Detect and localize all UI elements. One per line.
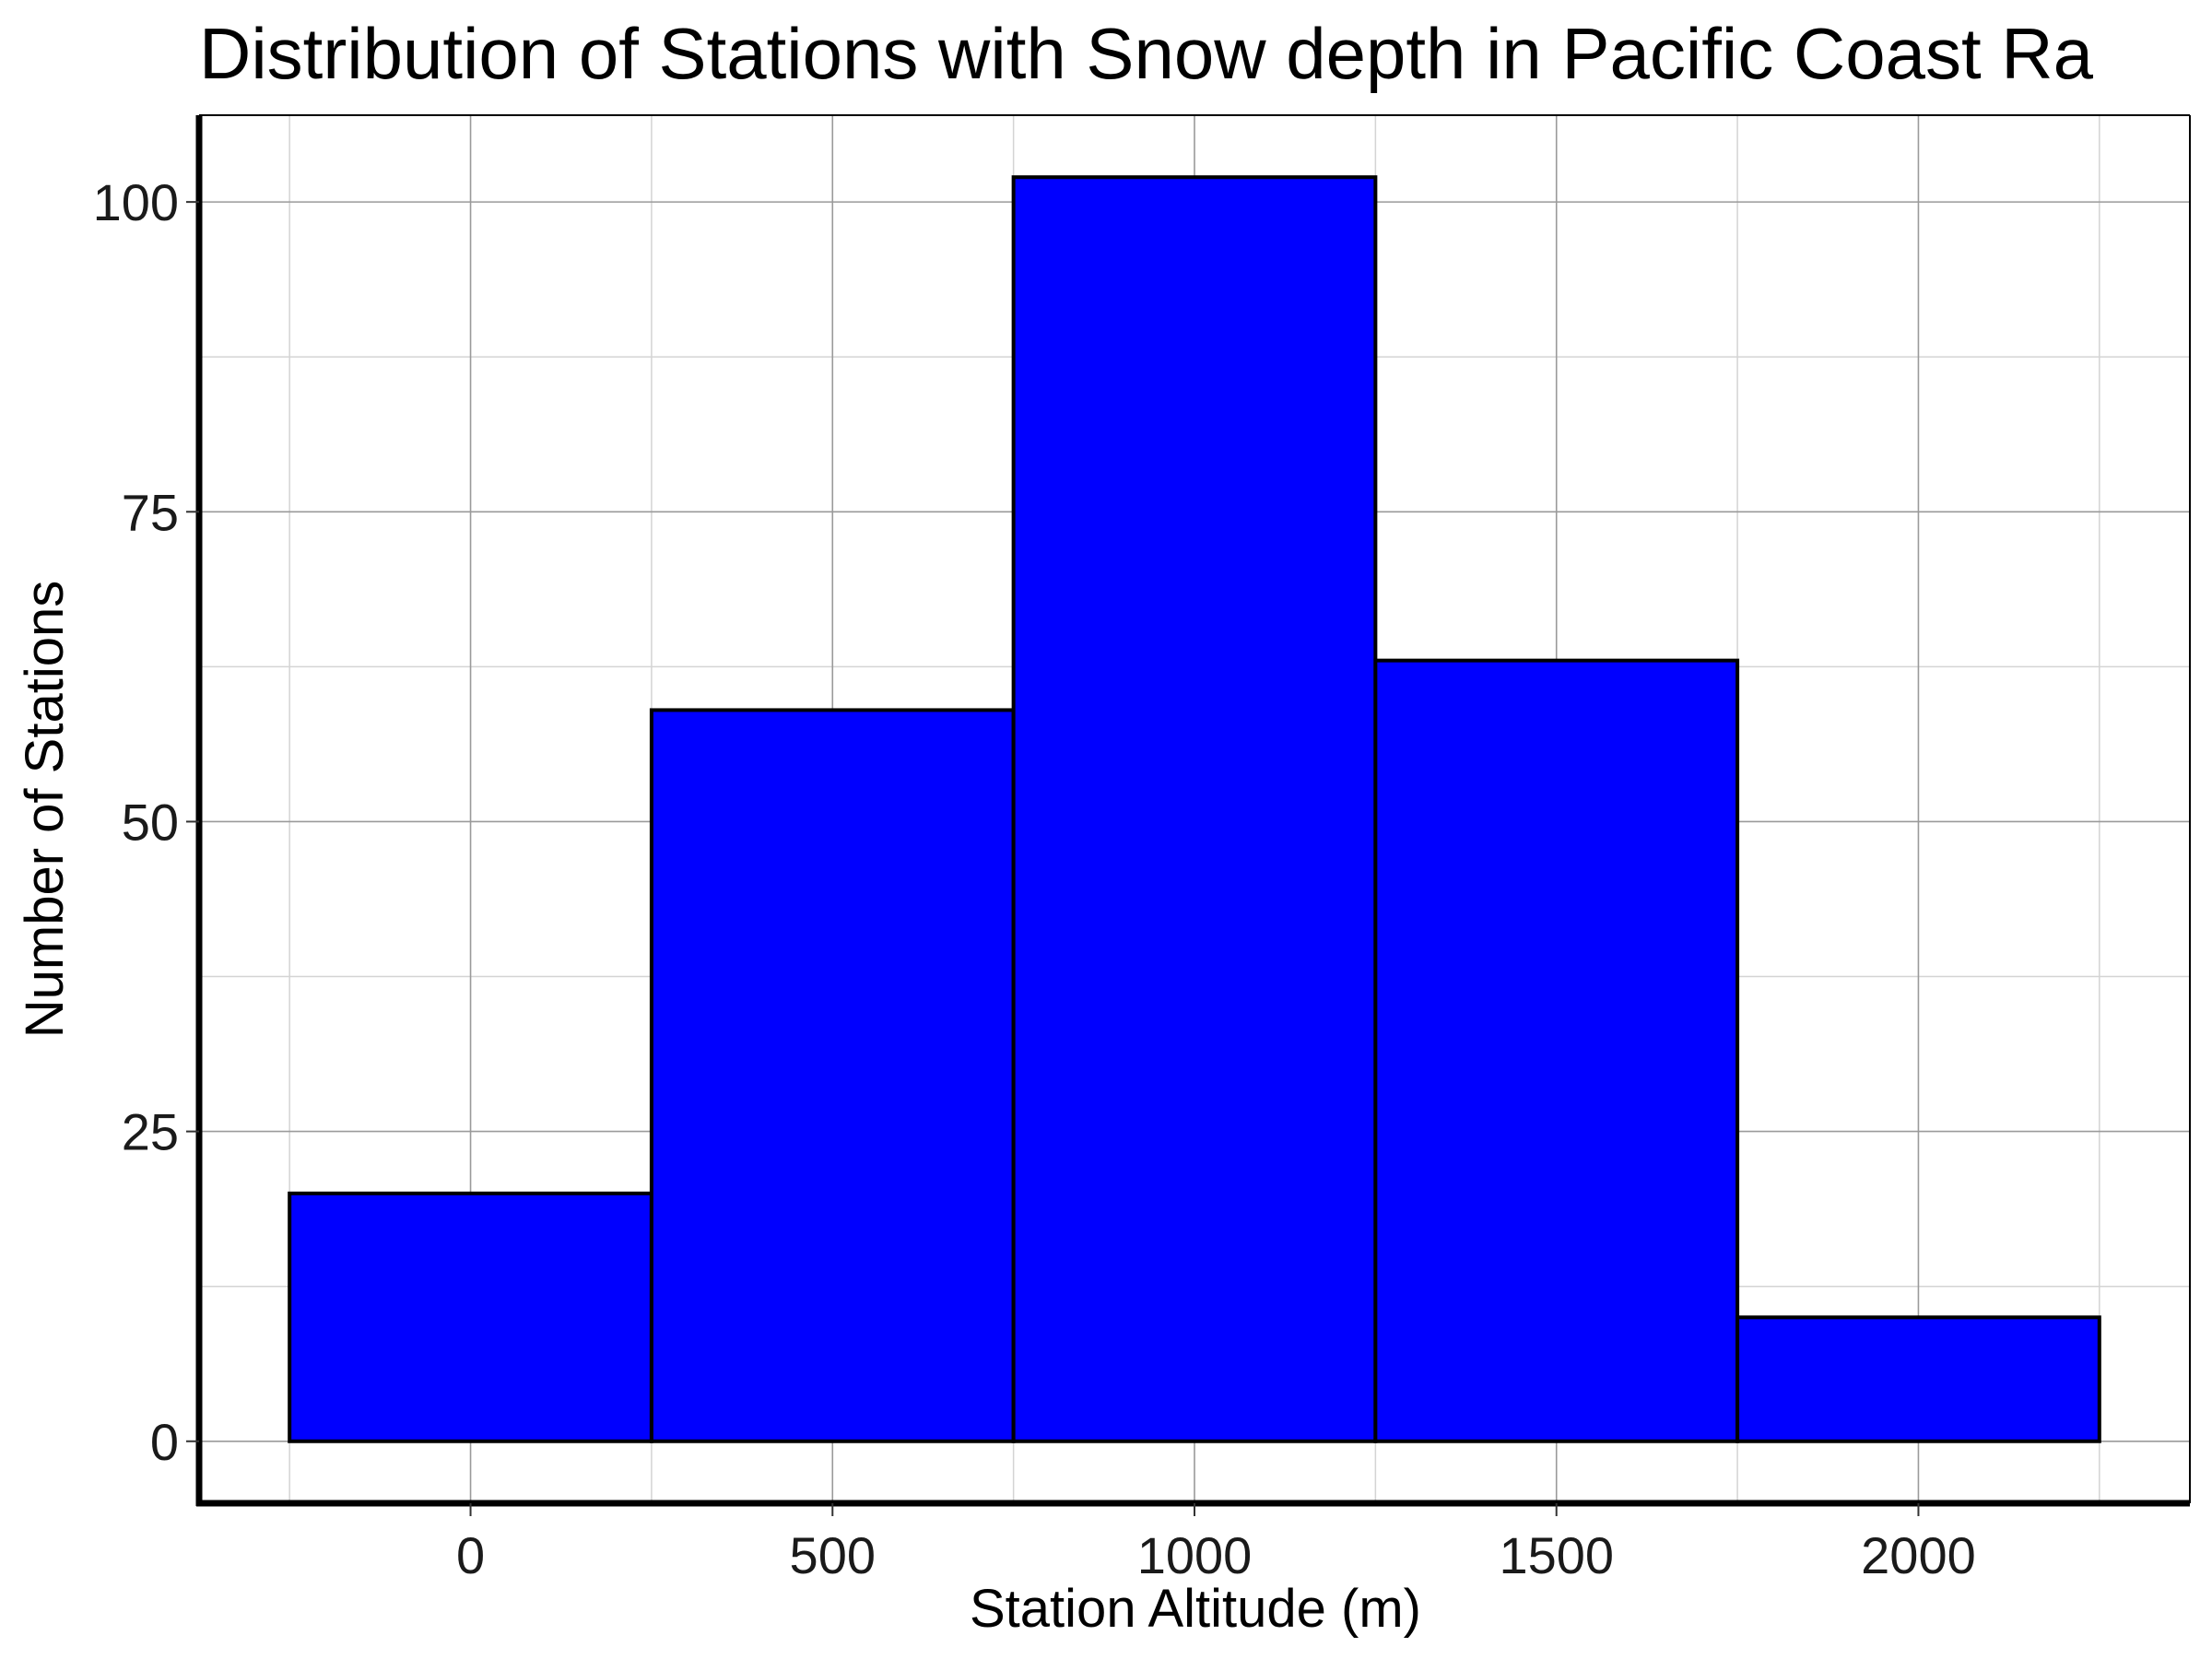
histogram-bar <box>1735 1315 2101 1443</box>
y-axis-title: Number of Stations <box>15 581 75 1038</box>
histogram-bar <box>1011 175 1378 1443</box>
histogram-bars <box>288 175 2101 1443</box>
y-tick-label: 50 <box>122 793 179 851</box>
y-tick-label: 75 <box>122 483 179 541</box>
x-tick-labels: 0 500 1000 1500 2000 <box>456 1526 1976 1584</box>
x-tick-label: 0 <box>456 1526 485 1584</box>
x-tick-label: 2000 <box>1861 1526 1976 1584</box>
histogram-bar <box>1373 658 1740 1443</box>
histogram-bar <box>649 708 1016 1443</box>
x-tick-label: 1000 <box>1137 1526 1253 1584</box>
y-tick-label: 0 <box>150 1413 179 1471</box>
y-tick-labels: 0 25 50 75 100 <box>93 173 179 1471</box>
axes <box>186 114 2191 1516</box>
chart-title: Distribution of Stations with Snow depth… <box>199 13 2094 94</box>
x-tick-label: 1500 <box>1499 1526 1614 1584</box>
x-axis-title: Station Altitude (m) <box>970 1579 1421 1639</box>
y-tick-label: 25 <box>122 1103 179 1161</box>
y-tick-label: 100 <box>93 173 179 231</box>
histogram-bar <box>288 1191 653 1443</box>
x-tick-label: 500 <box>790 1526 876 1584</box>
